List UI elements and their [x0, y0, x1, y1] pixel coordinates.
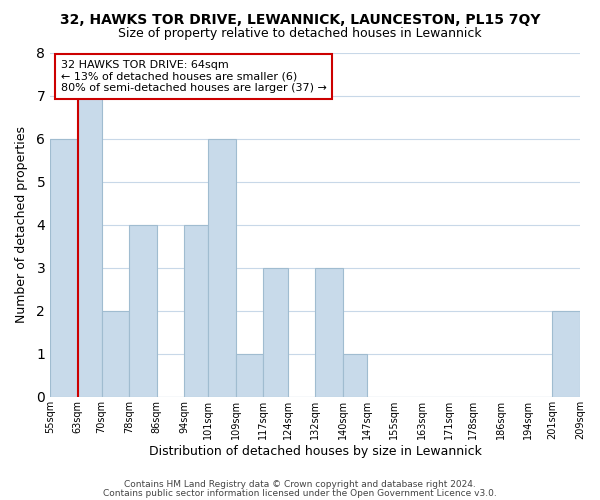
Text: 32, HAWKS TOR DRIVE, LEWANNICK, LAUNCESTON, PL15 7QY: 32, HAWKS TOR DRIVE, LEWANNICK, LAUNCEST…	[60, 12, 540, 26]
Text: Contains public sector information licensed under the Open Government Licence v3: Contains public sector information licen…	[103, 488, 497, 498]
Bar	[236, 354, 263, 397]
Bar	[343, 354, 367, 397]
Text: Contains HM Land Registry data © Crown copyright and database right 2024.: Contains HM Land Registry data © Crown c…	[124, 480, 476, 489]
Y-axis label: Number of detached properties: Number of detached properties	[15, 126, 28, 324]
Bar	[129, 225, 157, 397]
Bar	[263, 268, 287, 397]
X-axis label: Distribution of detached houses by size in Lewannick: Distribution of detached houses by size …	[149, 444, 481, 458]
Bar	[77, 96, 101, 397]
Bar	[553, 311, 580, 397]
Bar	[101, 311, 129, 397]
Text: Size of property relative to detached houses in Lewannick: Size of property relative to detached ho…	[118, 28, 482, 40]
Bar	[50, 139, 77, 397]
Text: 32 HAWKS TOR DRIVE: 64sqm
← 13% of detached houses are smaller (6)
80% of semi-d: 32 HAWKS TOR DRIVE: 64sqm ← 13% of detac…	[61, 60, 326, 93]
Bar	[315, 268, 343, 397]
Bar	[184, 225, 208, 397]
Bar	[208, 139, 236, 397]
